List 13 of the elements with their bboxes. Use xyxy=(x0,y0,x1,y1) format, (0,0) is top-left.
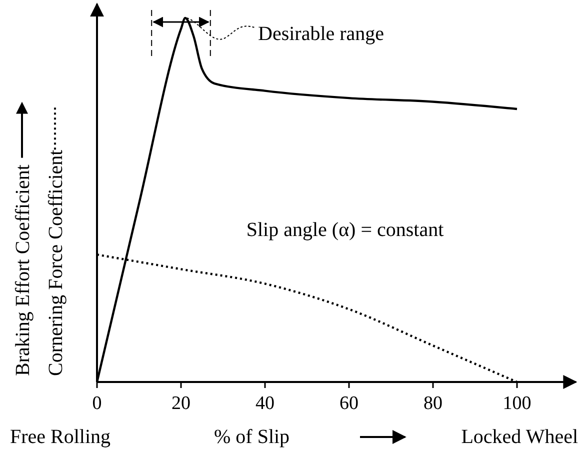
x-axis-title: % of Slip xyxy=(214,426,290,448)
x-tick-label: 40 xyxy=(256,393,274,414)
x-tick-label: 20 xyxy=(172,393,190,414)
x-tick-label: 80 xyxy=(424,393,442,414)
legend-label: Cornering Force Coefficient xyxy=(45,149,67,376)
annotation: Slip angle (α) = constant xyxy=(246,219,444,241)
text: Free Rolling xyxy=(10,426,111,448)
x-tick-label: 100 xyxy=(502,393,532,414)
x-tick-label: 60 xyxy=(340,393,358,414)
text: Locked Wheel xyxy=(461,426,578,448)
x-tick-label: 0 xyxy=(92,393,102,414)
annotation: Desirable range xyxy=(258,23,384,45)
legend-label: Braking Effort Coefficient xyxy=(12,164,34,376)
